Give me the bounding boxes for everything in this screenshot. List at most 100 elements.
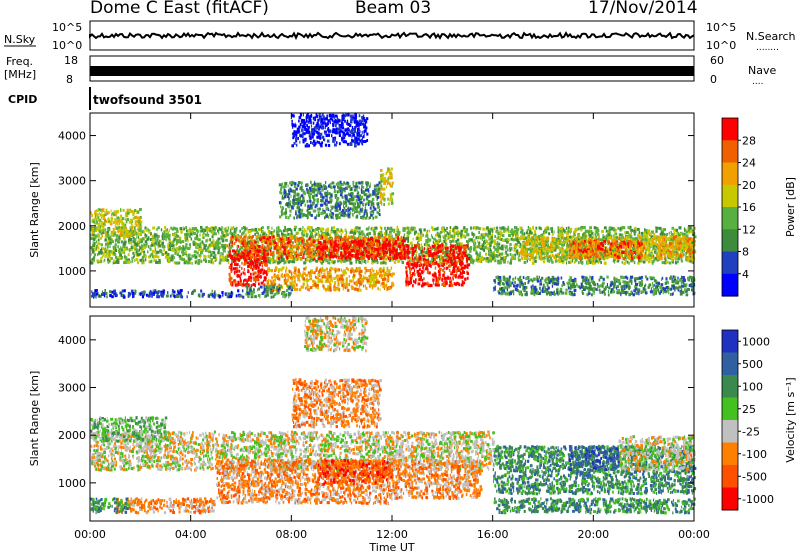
- freq-label-line2: [MHz]: [4, 68, 36, 81]
- nave-tick-top: 60: [710, 54, 724, 67]
- nave-tick-bottom: 0: [710, 73, 717, 86]
- power-region: [379, 167, 395, 207]
- velocity-region: [568, 444, 622, 472]
- colorbar-tick-label: 500: [742, 358, 763, 371]
- freq-panel: Freq. [MHz] 18 8 60 0 Nave ....: [4, 54, 776, 87]
- xtick-label: 04:00: [175, 528, 207, 541]
- colorbar-tick-label: -25: [742, 425, 760, 438]
- velocity-region: [316, 459, 394, 486]
- colorbar-swatch: [722, 251, 738, 275]
- colorbar-swatch: [722, 162, 738, 186]
- power-region: [404, 243, 471, 288]
- power-region: [278, 180, 382, 220]
- noise-tick-top-left: 10^5: [52, 21, 82, 34]
- power-region: [241, 284, 294, 299]
- velocity-ytick-label: 1000: [58, 477, 86, 490]
- xtick-label: 20:00: [577, 528, 609, 541]
- velocity-ylabel: Slant Range [km]: [28, 371, 41, 467]
- colorbar-swatch: [722, 273, 738, 297]
- power-region: [266, 266, 395, 292]
- colorbar-tick-label: -1000: [742, 493, 774, 506]
- colorbar-swatch: [722, 352, 738, 376]
- power-ylabel: Slant Range [km]: [28, 162, 41, 258]
- power-region: [568, 239, 646, 261]
- noise-tick-bottom-left: 10^0: [52, 39, 82, 52]
- colorbar-tick-label: 24: [742, 157, 756, 170]
- freq-label-line1: Freq.: [6, 55, 33, 68]
- velocity-region: [304, 316, 369, 353]
- colorbar-swatch: [722, 375, 738, 398]
- colorbar-tick-label: 12: [742, 223, 756, 236]
- colorbar-swatch: [722, 207, 738, 230]
- freq-tick-bottom: 8: [66, 73, 73, 86]
- xtick-label: 16:00: [477, 528, 509, 541]
- power-colorbar-label: Power [dB]: [784, 177, 797, 237]
- colorbar-swatch: [722, 184, 738, 208]
- colorbar-tick-label: 20: [742, 179, 756, 192]
- nave-label: Nave: [748, 64, 776, 77]
- xtick-label: 08:00: [275, 528, 307, 541]
- power-region: [91, 289, 243, 299]
- nave-dots: ....: [752, 77, 763, 87]
- cpid-value: twofsound 3501: [93, 93, 202, 107]
- power-panel: 1000 2000 3000 4000 Slant Range [km] 4 8 12 16 20…: [28, 112, 797, 308]
- colorbar-swatch: [722, 420, 738, 443]
- cpid-panel: CPID twofsound 3501: [8, 87, 202, 110]
- velocity-region: [90, 416, 168, 443]
- power-colorbar: 4 8 12 16 20 24 28 Power [dB]: [721, 117, 797, 297]
- colorbar-tick-label: -500: [742, 470, 767, 483]
- power-ytick-label: 2000: [58, 220, 86, 233]
- power-ytick-label: 3000: [58, 175, 86, 188]
- power-region: [291, 113, 369, 148]
- velocity-panel: 1000 2000 3000 4000 00:00 04:00 08:00 12:00 16:0…: [28, 315, 797, 554]
- colorbar-tick-label: 4: [742, 268, 749, 281]
- colorbar-tick-label: 1000: [742, 335, 770, 348]
- xtick-label: 00:00: [74, 528, 106, 541]
- cpid-label: CPID: [8, 93, 37, 106]
- nsky-label: N.Sky: [4, 33, 36, 46]
- colorbar-tick-label: 28: [742, 134, 756, 147]
- colorbar-tick-label: 25: [742, 403, 756, 416]
- nsearch-dots: ........: [756, 43, 779, 53]
- station-title: Dome C East (fitACF): [90, 0, 269, 18]
- power-ytick-label: 4000: [58, 130, 86, 143]
- power-region: [228, 248, 268, 288]
- noise-trace: [89, 31, 695, 41]
- colorbar-swatch: [722, 397, 738, 421]
- noise-line: [89, 31, 695, 41]
- velocity-region: [115, 497, 216, 515]
- colorbar-swatch: [722, 140, 738, 164]
- noise-tick-top-right: 10^5: [706, 21, 736, 34]
- power-region: [657, 234, 697, 261]
- velocity-colorbar: 1000 500 100 25 -25 -100 -500 -1000 Velocity [m …: [721, 329, 797, 511]
- velocity-ytick-label: 3000: [58, 382, 86, 395]
- colorbar-swatch: [722, 465, 738, 488]
- colorbar-tick-label: 16: [742, 201, 756, 214]
- xtick-label: 00:00: [678, 528, 710, 541]
- velocity-region: [493, 497, 696, 515]
- velocity-ytick-label: 2000: [58, 429, 86, 442]
- freq-band: [90, 66, 694, 76]
- colorbar-swatch: [722, 118, 738, 141]
- power-region: [90, 208, 143, 238]
- freq-tick-top: 18: [64, 54, 78, 67]
- colorbar-tick-label: 100: [742, 380, 763, 393]
- colorbar-swatch: [722, 442, 738, 466]
- colorbar-swatch: [722, 330, 738, 353]
- nsearch-label: N.Search: [746, 30, 796, 43]
- velocity-region: [90, 497, 131, 515]
- noise-panel: N.Sky 10^5 10^0 10^5 10^0 N.Search .....…: [4, 20, 796, 53]
- range-time-panels: 1000 2000 3000 4000 Slant Range [km] 4 8 12 16 20…: [28, 112, 797, 554]
- velocity-colorbar-label: Velocity [m s⁻¹]: [784, 377, 797, 462]
- beam-title: Beam 03: [355, 0, 432, 18]
- xlabel: Time UT: [368, 541, 414, 554]
- date-title: 17/Nov/2014: [588, 0, 698, 18]
- power-ytick-label: 1000: [58, 265, 86, 278]
- colorbar-tick-label: 8: [742, 246, 749, 259]
- velocity-ytick-label: 4000: [58, 334, 86, 347]
- xtick-label: 12:00: [376, 528, 408, 541]
- colorbar-swatch: [722, 229, 738, 253]
- power-region: [493, 275, 696, 297]
